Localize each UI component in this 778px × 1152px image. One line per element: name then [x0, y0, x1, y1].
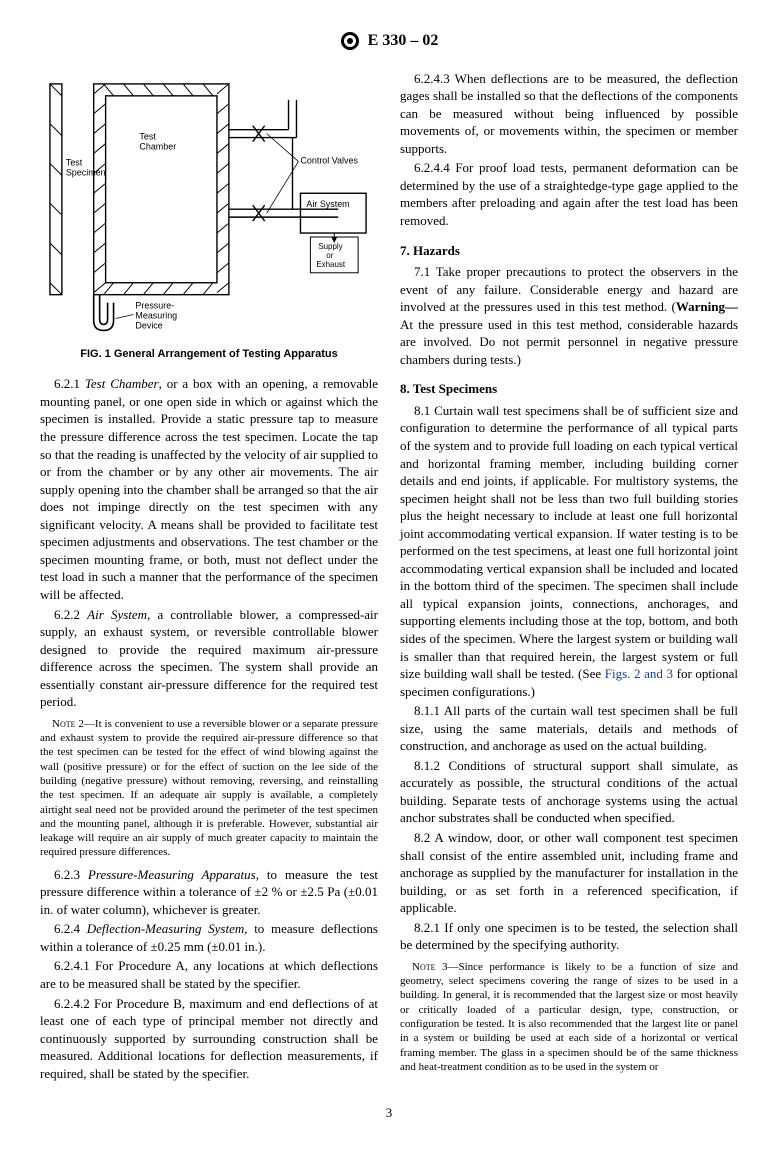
label-pressure-device: Pressure- [135, 300, 174, 310]
figure-1-svg: Test Specimen Test Chamber Control Valve… [40, 70, 378, 338]
para-6-2-4-3: 6.2.4.3 When deflections are to be measu… [400, 70, 738, 158]
para-6-2-4: 6.2.4 Deflection-Measuring System, to me… [40, 920, 378, 955]
section-7-head: 7. Hazards [400, 242, 738, 260]
figure-1: Test Specimen Test Chamber Control Valve… [40, 70, 378, 362]
para-8-2: 8.2 A window, door, or other wall compon… [400, 829, 738, 917]
svg-text:Chamber: Chamber [139, 141, 176, 151]
label-supply: Supply [318, 242, 342, 251]
para-8-1-2: 8.1.2 Conditions of structural support s… [400, 757, 738, 827]
svg-text:Exhaust: Exhaust [316, 259, 345, 268]
page-header: E 330 – 02 [40, 30, 738, 52]
label-air-system: Air System [306, 199, 349, 209]
para-6-2-2: 6.2.2 Air System, a controllable blower,… [40, 606, 378, 711]
body-columns: Test Specimen Test Chamber Control Valve… [40, 70, 738, 1083]
note-2: Note 2—It is convenient to use a reversi… [40, 717, 378, 860]
para-6-2-4-1: 6.2.4.1 For Procedure A, any locations a… [40, 957, 378, 992]
designation-text: E 330 – 02 [368, 32, 439, 49]
astm-logo-icon [340, 31, 360, 51]
para-8-1: 8.1 Curtain wall test specimens shall be… [400, 402, 738, 700]
para-6-2-4-4: 6.2.4.4 For proof load tests, permanent … [400, 159, 738, 229]
page-number: 3 [40, 1104, 738, 1122]
para-6-2-3: 6.2.3 Pressure-Measuring Apparatus, to m… [40, 866, 378, 919]
svg-text:Measuring: Measuring [135, 310, 177, 320]
para-8-1-1: 8.1.1 All parts of the curtain wall test… [400, 702, 738, 755]
section-8-head: 8. Test Specimens [400, 380, 738, 398]
note-3: Note 3—Since performance is likely to be… [400, 960, 738, 1074]
label-test-chamber: Test [139, 131, 156, 141]
svg-text:Specimen: Specimen [66, 167, 106, 177]
para-8-2-1: 8.2.1 If only one specimen is to be test… [400, 919, 738, 954]
svg-text:or: or [326, 250, 333, 259]
label-test-specimen: Test [66, 157, 83, 167]
figs-2-3-ref[interactable]: Figs. 2 and 3 [605, 666, 673, 681]
para-6-2-1: 6.2.1 Test Chamber, or a box with an ope… [40, 375, 378, 603]
label-control-valves: Control Valves [300, 155, 358, 165]
figure-1-caption: FIG. 1 General Arrangement of Testing Ap… [40, 347, 378, 362]
svg-text:Device: Device [135, 320, 162, 330]
para-7-1: 7.1 Take proper precautions to protect t… [400, 263, 738, 368]
para-6-2-4-2: 6.2.4.2 For Procedure B, maximum and end… [40, 995, 378, 1083]
